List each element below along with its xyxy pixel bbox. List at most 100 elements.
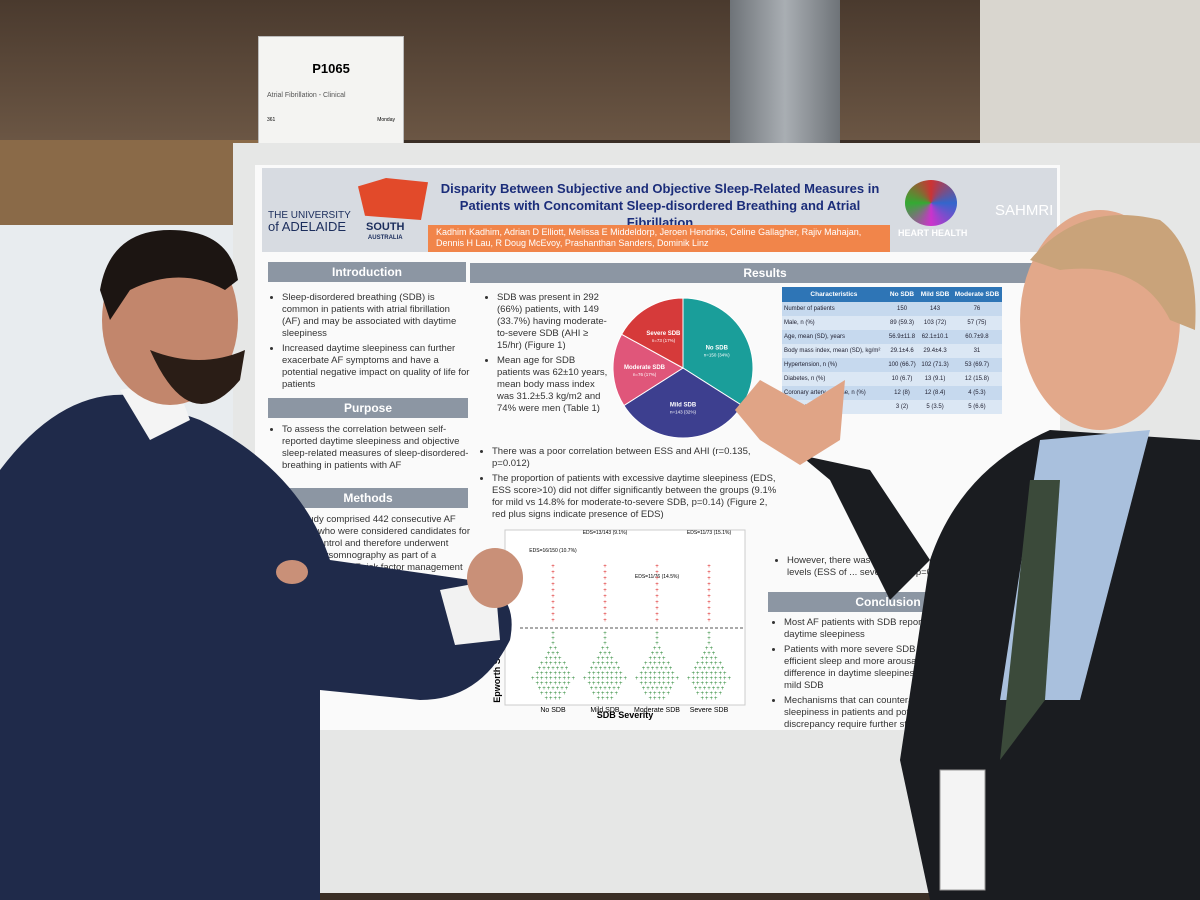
- plus-sign: +: [655, 641, 659, 647]
- plus-sign: +: [594, 666, 598, 672]
- plus-sign: +: [707, 594, 711, 600]
- plus-sign: +: [657, 661, 661, 667]
- plus-sign: +: [562, 691, 566, 697]
- plus-sign: +: [714, 661, 718, 667]
- plus-sign: +: [583, 676, 587, 682]
- plus-sign: +: [614, 661, 618, 667]
- plus-sign: +: [644, 676, 648, 682]
- plus-sign: +: [700, 681, 704, 687]
- plus-sign: +: [567, 681, 571, 687]
- plus-sign: +: [614, 676, 618, 682]
- plus-sign: +: [655, 686, 659, 692]
- plus-sign: +: [612, 686, 616, 692]
- plus-sign: +: [562, 681, 566, 687]
- plus-sign: +: [551, 600, 555, 606]
- plus-sign: +: [691, 676, 695, 682]
- plus-sign: +: [596, 676, 600, 682]
- bullet: Increased daytime sleepiness can further…: [282, 343, 470, 391]
- plus-sign: +: [648, 681, 652, 687]
- plus-sign: +: [666, 691, 670, 697]
- plus-sign: +: [562, 661, 566, 667]
- plus-sign: +: [666, 671, 670, 677]
- table-cell: 31: [951, 344, 1002, 358]
- logo-sa: SOUTH AUSTRALIA: [366, 221, 405, 242]
- x-label: SDB Severity: [597, 710, 654, 720]
- plus-sign: +: [694, 666, 698, 672]
- plus-sign: +: [648, 696, 652, 702]
- plus-sign: +: [603, 564, 607, 570]
- table-cell: Hypertension, n (%): [782, 358, 886, 372]
- plus-sign: +: [700, 656, 704, 662]
- plus-sign: +: [712, 651, 716, 657]
- x-tick-label: Moderate SDB: [634, 707, 680, 714]
- plus-sign: +: [655, 666, 659, 672]
- plus-sign: +: [671, 681, 675, 687]
- plus-sign: +: [610, 661, 614, 667]
- section-heading: Introduction: [268, 262, 466, 282]
- plus-sign: +: [565, 686, 569, 692]
- table-row: Number of patients 150 143 76: [782, 302, 1002, 316]
- plus-sign: +: [660, 686, 664, 692]
- plus-sign: +: [565, 666, 569, 672]
- plus-sign: +: [691, 681, 695, 687]
- plus-sign: +: [544, 656, 548, 662]
- plus-sign: +: [540, 676, 544, 682]
- plus-sign: +: [610, 696, 614, 702]
- plus-sign: +: [707, 636, 711, 642]
- plus-sign: +: [716, 686, 720, 692]
- plus-sign: +: [718, 681, 722, 687]
- plus-sign: +: [653, 656, 657, 662]
- plus-sign: +: [596, 681, 600, 687]
- pie-slice: [620, 297, 684, 369]
- plus-sign: +: [648, 661, 652, 667]
- logo-heart: [905, 180, 957, 226]
- plus-sign: +: [599, 686, 603, 692]
- plus-sign: +: [608, 666, 612, 672]
- plus-sign: +: [551, 570, 555, 576]
- plus-sign: +: [551, 582, 555, 588]
- plus-sign: +: [639, 681, 643, 687]
- plus-sign: +: [614, 671, 618, 677]
- plus-sign: +: [644, 681, 648, 687]
- plus-sign: +: [655, 631, 659, 637]
- plus-sign: +: [549, 656, 553, 662]
- plus-sign: +: [551, 618, 555, 624]
- plus-sign: +: [700, 661, 704, 667]
- plus-sign: +: [655, 582, 659, 588]
- table-cell: 150: [885, 302, 919, 316]
- plus-sign: +: [655, 564, 659, 570]
- plus-sign: +: [610, 691, 614, 697]
- pillar: [730, 0, 840, 150]
- plus-sign: +: [657, 691, 661, 697]
- plus-sign: +: [596, 656, 600, 662]
- pie-detail: n=73 (17%): [652, 338, 676, 343]
- table-cell: 10 (6.7): [885, 372, 919, 386]
- plus-sign: +: [540, 671, 544, 677]
- plus-sign: +: [653, 646, 657, 652]
- plus-sign: +: [714, 681, 718, 687]
- plus-sign: +: [549, 671, 553, 677]
- plus-sign: +: [567, 671, 571, 677]
- plus-sign: +: [562, 676, 566, 682]
- plus-sign: +: [714, 696, 718, 702]
- plus-sign: +: [714, 691, 718, 697]
- plus-sign: +: [707, 651, 711, 657]
- plus-sign: +: [617, 686, 621, 692]
- plus-sign: +: [547, 666, 551, 672]
- wall: [0, 140, 260, 240]
- plus-sign: +: [709, 646, 713, 652]
- plus-sign: +: [592, 681, 596, 687]
- plus-sign: +: [709, 691, 713, 697]
- annotation: EDS=13/143 (9.1%): [583, 530, 628, 536]
- plus-sign: +: [553, 671, 557, 677]
- plus-sign: +: [655, 600, 659, 606]
- plus-sign: +: [601, 661, 605, 667]
- wall-right: [980, 0, 1200, 150]
- table-cell: 62.1±10.1: [918, 330, 952, 344]
- plus-sign: +: [544, 696, 548, 702]
- plus-sign: +: [655, 570, 659, 576]
- plus-sign: +: [687, 676, 691, 682]
- plus-sign: +: [696, 661, 700, 667]
- plus-sign: +: [603, 570, 607, 576]
